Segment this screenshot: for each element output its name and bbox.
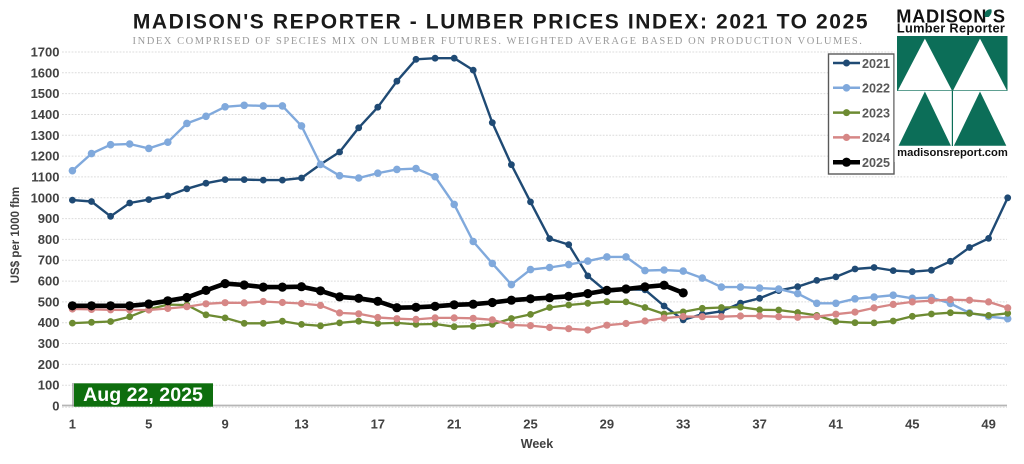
svg-text:madisonsreport.com: madisonsreport.com <box>897 147 1008 159</box>
svg-text:1: 1 <box>69 417 76 432</box>
svg-text:INDEX COMPRISED OF SPECIES MIX: INDEX COMPRISED OF SPECIES MIX ON LUMBER… <box>133 36 864 47</box>
svg-text:2022: 2022 <box>862 82 890 96</box>
svg-text:49: 49 <box>981 417 995 432</box>
svg-text:500: 500 <box>38 294 60 309</box>
svg-text:200: 200 <box>38 357 60 372</box>
svg-text:Lumber Reporter: Lumber Reporter <box>897 20 1005 35</box>
svg-text:0: 0 <box>52 399 59 414</box>
svg-text:2025: 2025 <box>862 156 890 170</box>
svg-text:37: 37 <box>752 417 766 432</box>
svg-text:1200: 1200 <box>31 149 60 164</box>
svg-text:9: 9 <box>221 417 228 432</box>
svg-text:25: 25 <box>523 417 537 432</box>
svg-text:Week: Week <box>521 437 553 451</box>
svg-text:29: 29 <box>600 417 614 432</box>
svg-text:Aug 22, 2025: Aug 22, 2025 <box>83 384 203 406</box>
svg-text:41: 41 <box>829 417 843 432</box>
svg-text:US$ per 1000 fbm: US$ per 1000 fbm <box>10 187 22 284</box>
svg-text:1700: 1700 <box>31 45 60 60</box>
svg-text:400: 400 <box>38 315 60 330</box>
svg-text:2024: 2024 <box>862 131 890 145</box>
svg-text:1500: 1500 <box>31 86 60 101</box>
svg-text:900: 900 <box>38 211 60 226</box>
svg-text:300: 300 <box>38 336 60 351</box>
svg-text:1300: 1300 <box>31 128 60 143</box>
svg-text:21: 21 <box>447 417 461 432</box>
svg-text:45: 45 <box>905 417 919 432</box>
svg-text:2021: 2021 <box>862 57 890 71</box>
svg-text:700: 700 <box>38 253 60 268</box>
svg-text:5: 5 <box>145 417 152 432</box>
svg-text:MADISON'S REPORTER - LUMBER PR: MADISON'S REPORTER - LUMBER PRICES INDEX… <box>133 10 869 33</box>
svg-text:1100: 1100 <box>31 169 59 184</box>
svg-text:17: 17 <box>371 417 385 432</box>
svg-text:100: 100 <box>38 378 60 393</box>
svg-text:600: 600 <box>38 274 60 289</box>
svg-text:1600: 1600 <box>31 65 60 80</box>
svg-text:800: 800 <box>38 232 60 247</box>
svg-text:2023: 2023 <box>862 106 890 120</box>
svg-text:1400: 1400 <box>31 107 60 122</box>
svg-text:33: 33 <box>676 417 690 432</box>
svg-text:1000: 1000 <box>31 190 60 205</box>
svg-text:13: 13 <box>294 417 308 432</box>
